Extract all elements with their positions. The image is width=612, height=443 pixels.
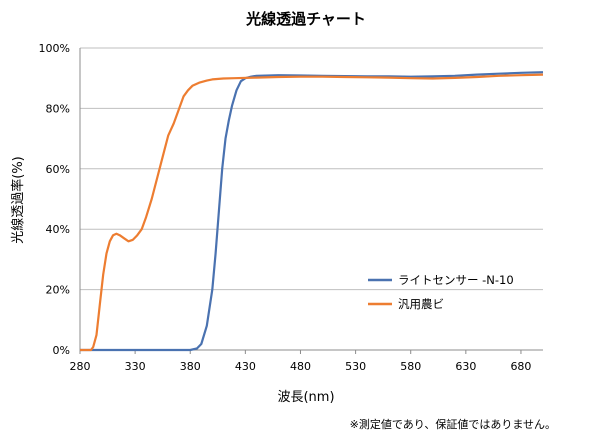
disclaimer-note: ※測定値であり、保証値ではありません。 [350,417,556,431]
y-tick-label: 100% [39,42,70,55]
x-tick-label: 280 [70,360,91,373]
chart-title: 光線透過チャート [245,10,366,28]
series-lines [80,71,544,352]
x-tick-label: 530 [345,360,366,373]
y-tick-label: 80% [46,102,70,115]
legend: ライトセンサー -N-10 汎用農ビ [368,273,514,311]
y-axis-ticks: 0% 20% 40% 60% 80% 100% [39,42,70,357]
x-tick-label: 580 [400,360,421,373]
x-axis-ticks: 280 330 380 430 480 530 580 630 680 [70,350,531,373]
x-tick-label: 630 [455,360,476,373]
y-tick-label: 40% [46,223,70,236]
x-tick-label: 330 [125,360,146,373]
x-tick-label: 430 [235,360,256,373]
x-tick-label: 680 [510,360,531,373]
grid-lines [79,47,543,351]
y-tick-label: 60% [46,163,70,176]
y-tick-label: 0% [53,344,70,357]
legend-label-0: ライトセンサー -N-10 [398,273,514,287]
y-axis-label: 光線透過率(%) [10,156,26,244]
x-tick-label: 480 [290,360,311,373]
x-axis-label: 波長(nm) [277,390,334,405]
legend-label-1: 汎用農ビ [398,297,444,311]
series-line-0 [80,71,544,352]
x-tick-label: 380 [180,360,201,373]
y-tick-label: 20% [46,284,70,297]
series-line-1 [80,73,544,352]
